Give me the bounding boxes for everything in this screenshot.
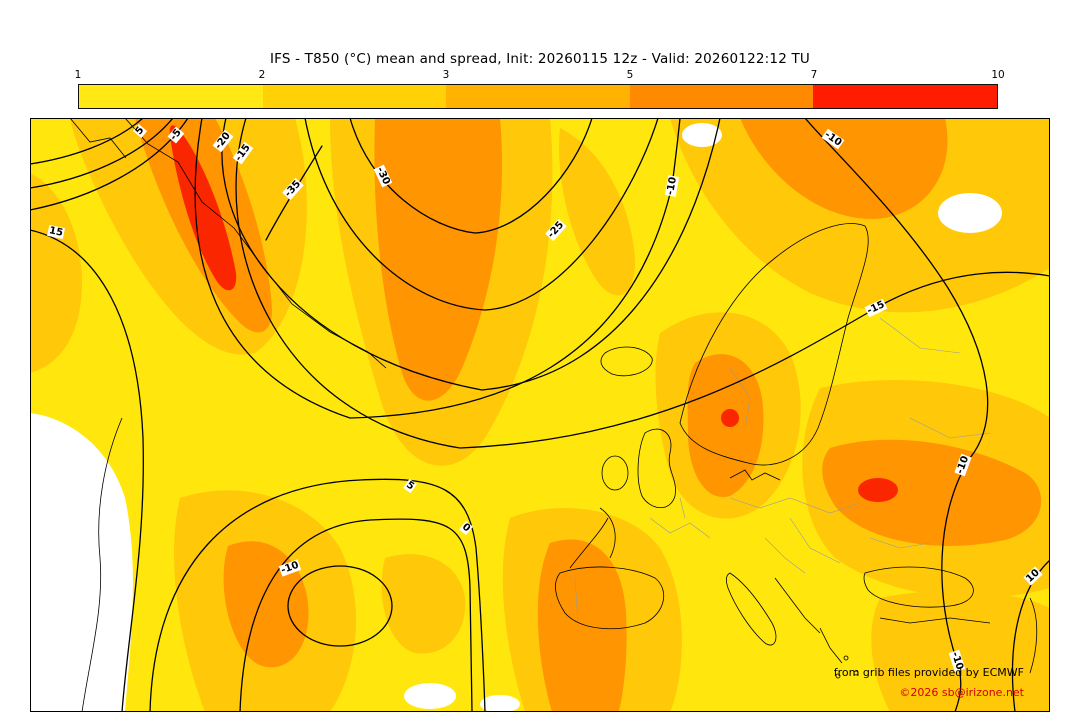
colorbar-segment (446, 85, 630, 108)
colorbar-tick: 5 (626, 69, 634, 81)
colorbar-segment (629, 85, 814, 108)
colorbar-tick: 3 (442, 69, 450, 81)
spread-white-layer (30, 123, 1002, 712)
spread-red-layer (169, 125, 898, 502)
attribution-copyright: ©2026 sb@irizone.net (899, 686, 1024, 699)
colorbar-tick: 10 (991, 69, 1005, 81)
colorbar-tick: 2 (258, 69, 266, 81)
colorbar-segment (813, 85, 997, 108)
map-svg (30, 118, 1050, 712)
colorbar-tick: 1 (74, 69, 82, 81)
map-area: 5 -5 -20 -15 -35 -30 -25 -10 -10 -15 15 … (30, 118, 1050, 712)
country-borders (574, 317, 991, 624)
map-frame (30, 118, 1050, 712)
spread-colorbar: 1 2 3 5 7 10 (74, 69, 1005, 109)
figure-title: IFS - T850 (°C) mean and spread, Init: 2… (269, 51, 811, 67)
colorbar-segment (79, 85, 263, 108)
colorbar-segment (262, 85, 447, 108)
colorbar-bar (78, 84, 998, 109)
colorbar-tick: 7 (810, 69, 818, 81)
attribution-source: from grib files provided by ECMWF (833, 666, 1024, 679)
colorbar-ticks: 1 2 3 5 7 10 (74, 69, 1005, 83)
